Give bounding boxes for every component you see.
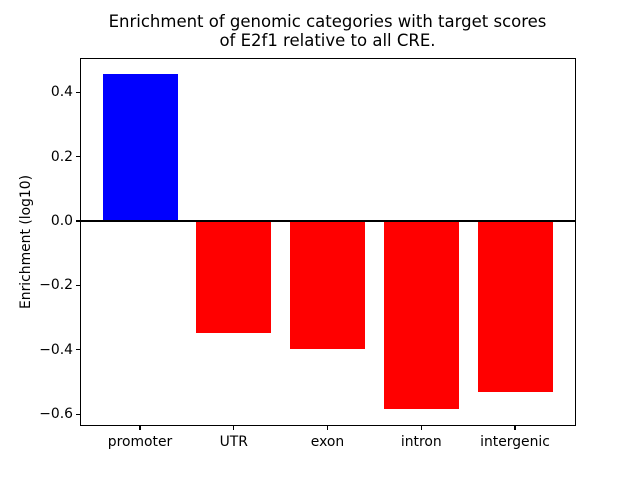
bar-intron <box>383 221 459 410</box>
x-tick-label-intergenic: intergenic <box>480 433 550 450</box>
x-tick-label-promoter: promoter <box>107 433 173 450</box>
y-tick-mark <box>76 349 80 351</box>
y-tick-label: −0.2 <box>39 277 73 294</box>
x-tick-mark <box>514 426 516 430</box>
zero-line <box>80 220 576 222</box>
x-tick-mark <box>233 426 235 430</box>
y-tick-mark <box>76 156 80 158</box>
y-tick-label: 0.2 <box>50 148 73 165</box>
y-tick-label: −0.4 <box>39 341 73 358</box>
y-tick-mark <box>76 284 80 286</box>
y-axis-label: Enrichment (log10) <box>18 174 34 310</box>
y-tick-label: −0.6 <box>39 406 73 423</box>
chart-title: Enrichment of genomic categories with ta… <box>80 12 575 50</box>
bar-UTR <box>196 221 272 334</box>
bar-promoter <box>102 74 178 221</box>
y-tick-mark <box>76 220 80 222</box>
y-tick-mark <box>76 91 80 93</box>
y-tick-mark <box>76 413 80 415</box>
bar-intergenic <box>477 221 553 393</box>
chart-title-line-2: of E2f1 relative to all CRE. <box>219 31 436 50</box>
y-tick-label: 0.0 <box>50 213 73 229</box>
x-tick-mark <box>139 426 141 430</box>
x-tick-label-exon: exon <box>310 433 345 450</box>
x-tick-label-UTR: UTR <box>219 433 248 450</box>
x-tick-mark <box>326 426 329 430</box>
bar-exon <box>290 221 365 350</box>
x-tick-mark <box>420 426 422 430</box>
y-tick-label: 0.4 <box>50 84 73 101</box>
x-tick-label-intron: intron <box>400 433 442 450</box>
chart-title-line-1: Enrichment of genomic categories with ta… <box>108 12 547 31</box>
